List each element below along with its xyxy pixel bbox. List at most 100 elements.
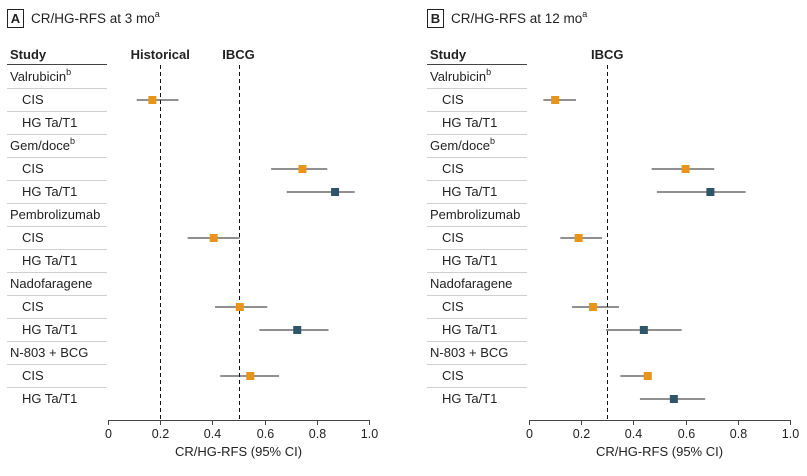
subgroup-label: HG Ta/T1: [442, 115, 497, 130]
subgroup-label: CIS: [442, 368, 464, 383]
row-label-text: HG Ta/T1: [22, 391, 77, 406]
row-label-superscript: b: [70, 136, 75, 146]
subgroup-label: CIS: [22, 92, 44, 107]
x-tick-label: 0.2: [573, 427, 590, 441]
x-tick-label: 0.4: [625, 427, 642, 441]
point-estimate-cis: [246, 372, 255, 380]
x-tick-label: 0.8: [309, 427, 326, 441]
column-header-study: Study: [430, 47, 467, 62]
panel-letter: A: [11, 11, 21, 26]
subgroup-label: HG Ta/T1: [442, 391, 497, 406]
row-label-text: Pembrolizumab: [10, 207, 100, 222]
point-estimate-cis: [681, 165, 690, 173]
row-label-text: HG Ta/T1: [22, 115, 77, 130]
x-tick-label: 0: [105, 427, 112, 441]
row-label-text: CIS: [442, 230, 464, 245]
panel-letter-box: [7, 9, 24, 28]
subgroup-label: CIS: [22, 299, 44, 314]
row-label-text: N-803 + BCG: [10, 345, 88, 360]
subgroup-label: CIS: [442, 299, 464, 314]
row-label-text: Nadofaragene: [10, 276, 92, 291]
panel-title-text: CR/HG-RFS at 3 mo: [31, 11, 155, 26]
subgroup-label: HG Ta/T1: [22, 115, 77, 130]
study-group-label: Gem/doceb: [430, 136, 495, 153]
row-label-text: CIS: [442, 368, 464, 383]
panel-letter-box: [427, 9, 444, 28]
study-group-label: Nadofaragene: [430, 276, 512, 291]
row-label-text: Valrubicin: [430, 69, 486, 84]
row-label-text: CIS: [22, 368, 44, 383]
subgroup-label: CIS: [442, 161, 464, 176]
panel-title-superscript: a: [155, 9, 160, 19]
x-tick-label: 0: [526, 427, 533, 441]
subgroup-label: HG Ta/T1: [442, 253, 497, 268]
panel-title: CR/HG-RFS at 12 moa: [451, 9, 587, 26]
row-label-text: CIS: [442, 161, 464, 176]
row-label-superscript: b: [490, 136, 495, 146]
x-tick-label: 0.6: [678, 427, 695, 441]
row-label-text: CIS: [22, 299, 44, 314]
reference-label-historical: Historical: [131, 47, 190, 62]
row-label-text: CIS: [22, 230, 44, 245]
reference-label-ibcg: IBCG: [222, 47, 255, 62]
study-group-label: N-803 + BCG: [430, 345, 508, 360]
panel-title: CR/HG-RFS at 3 moa: [31, 9, 160, 26]
row-label-text: CIS: [22, 92, 44, 107]
row-label-text: Valrubicin: [10, 69, 66, 84]
row-label-superscript: b: [486, 67, 491, 77]
subgroup-label: HG Ta/T1: [442, 322, 497, 337]
study-group-label: Valrubicinb: [10, 67, 71, 84]
x-axis-title: CR/HG-RFS (95% CI): [596, 444, 723, 459]
x-tick-label: 0.2: [152, 427, 169, 441]
column-header-study: Study: [10, 47, 47, 62]
subgroup-label: CIS: [22, 368, 44, 383]
panel-title-text: CR/HG-RFS at 12 mo: [451, 11, 582, 26]
study-group-label: Pembrolizumab: [10, 207, 100, 222]
row-label-text: Nadofaragene: [430, 276, 512, 291]
point-estimate-cis: [298, 165, 307, 173]
panel-title-superscript: a: [582, 9, 587, 19]
panel-a: A CR/HG-RFS at 3 moa Study Historical IBCG Va…: [7, 9, 378, 459]
subgroup-label: HG Ta/T1: [22, 253, 77, 268]
row-label-text: CIS: [442, 299, 464, 314]
row-label-text: Pembrolizumab: [430, 207, 520, 222]
study-group-label: Valrubicinb: [430, 67, 491, 84]
x-tick-label: 1.0: [361, 427, 378, 441]
subgroup-label: HG Ta/T1: [22, 322, 77, 337]
point-estimate-cis: [551, 96, 560, 104]
study-group-label: N-803 + BCG: [10, 345, 88, 360]
point-estimate-hg: [706, 188, 715, 196]
point-estimate-cis: [574, 234, 583, 242]
row-label-text: N-803 + BCG: [430, 345, 508, 360]
point-estimate-hg: [331, 188, 340, 196]
x-tick-label: 0.6: [257, 427, 274, 441]
row-label-text: HG Ta/T1: [442, 253, 497, 268]
row-label-text: HG Ta/T1: [442, 115, 497, 130]
point-estimate-cis: [209, 234, 218, 242]
x-tick-label: 0.8: [730, 427, 747, 441]
subgroup-label: CIS: [22, 230, 44, 245]
row-label-text: HG Ta/T1: [442, 391, 497, 406]
point-estimate-cis: [643, 372, 652, 380]
panel-letter: B: [431, 11, 440, 26]
point-estimate-cis: [235, 303, 244, 311]
row-label-text: CIS: [442, 92, 464, 107]
study-group-label: Gem/doceb: [10, 136, 75, 153]
row-label-text: CIS: [22, 161, 44, 176]
row-label-text: Gem/doce: [430, 138, 490, 153]
point-estimate-hg: [669, 395, 678, 403]
study-group-label: Pembrolizumab: [430, 207, 520, 222]
row-label-text: HG Ta/T1: [442, 322, 497, 337]
row-label-text: Gem/doce: [10, 138, 70, 153]
study-group-label: Nadofaragene: [10, 276, 92, 291]
point-estimate-cis: [588, 303, 597, 311]
x-tick-label: 1.0: [782, 427, 799, 441]
subgroup-label: CIS: [442, 92, 464, 107]
point-estimate-hg: [293, 326, 302, 334]
subgroup-label: HG Ta/T1: [22, 391, 77, 406]
x-tick-label: 0.4: [204, 427, 221, 441]
x-axis-title: CR/HG-RFS (95% CI): [175, 444, 302, 459]
subgroup-label: CIS: [22, 161, 44, 176]
